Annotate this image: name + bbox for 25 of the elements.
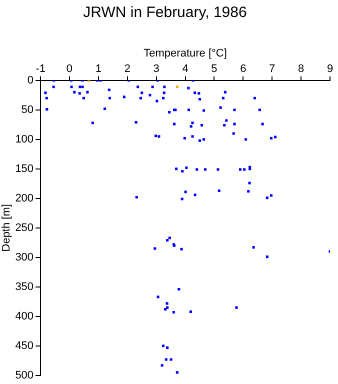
- x-axis-title: Temperature [°C]: [144, 48, 227, 60]
- x-tick-label: 5: [211, 62, 218, 75]
- x-tick-label: 2: [124, 62, 130, 75]
- y-tick-label: 250: [15, 222, 34, 234]
- y-tick-label: 0: [27, 74, 34, 86]
- y-tick-label: 450: [15, 340, 34, 352]
- x-tick-label: 1: [95, 62, 102, 75]
- y-tick-label: 50: [21, 104, 34, 116]
- y-tick-label: 300: [15, 251, 34, 264]
- x-tick-label: 3: [153, 62, 160, 75]
- x-tick-label: 4: [182, 62, 188, 75]
- x-tick-label: 6: [240, 62, 246, 75]
- x-tick-label: 0: [66, 62, 73, 75]
- y-tick-label: 400: [15, 310, 34, 322]
- x-tick-label: 8: [298, 62, 304, 75]
- x-tick-label: -1: [36, 62, 46, 75]
- y-tick-label: 150: [15, 162, 34, 175]
- y-tick-label: 350: [15, 280, 34, 293]
- y-tick-label: 500: [15, 369, 34, 382]
- y-tick-label: 100: [15, 133, 34, 146]
- y-axis-title: Depth [m]: [0, 204, 13, 252]
- chart-title: JRWN in February, 1986: [83, 4, 247, 22]
- x-tick-label: 9: [326, 62, 334, 75]
- x-tick-label: 7: [269, 62, 276, 75]
- y-tick-label: 200: [15, 192, 34, 204]
